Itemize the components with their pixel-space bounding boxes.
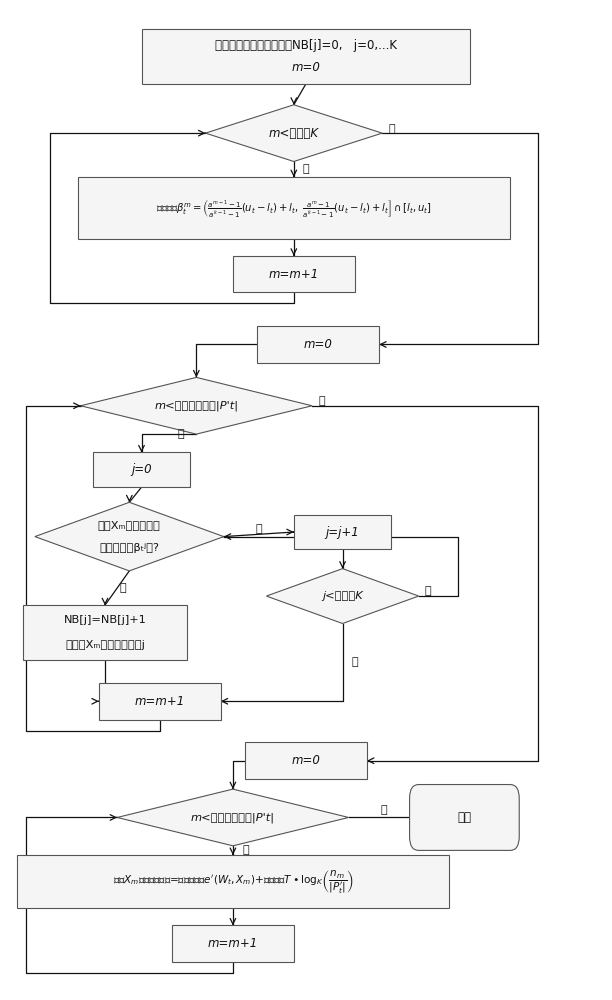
Text: j=0: j=0 (131, 463, 152, 476)
FancyBboxPatch shape (233, 256, 355, 292)
Polygon shape (81, 377, 312, 434)
FancyBboxPatch shape (257, 326, 379, 363)
Polygon shape (35, 502, 224, 571)
Text: 个体Xₘ的相对能量: 个体Xₘ的相对能量 (98, 520, 161, 530)
Text: 令个体Xₘ所在的等级为j: 令个体Xₘ所在的等级为j (65, 640, 145, 650)
Text: m=m+1: m=m+1 (207, 937, 258, 950)
Text: 是: 是 (242, 845, 248, 855)
Text: 否: 否 (381, 805, 387, 815)
FancyBboxPatch shape (93, 452, 190, 487)
Text: m=0: m=0 (291, 61, 321, 74)
Text: 是: 是 (177, 429, 184, 439)
Text: 结束: 结束 (457, 811, 471, 824)
Text: 是: 是 (120, 583, 126, 593)
Text: m<临时种群大小|P't|: m<临时种群大小|P't| (154, 401, 239, 411)
Text: 是否在区间βₜʲ中?: 是否在区间βₜʲ中? (99, 543, 159, 553)
FancyBboxPatch shape (141, 29, 471, 84)
FancyBboxPatch shape (99, 683, 221, 720)
FancyBboxPatch shape (294, 515, 391, 549)
FancyBboxPatch shape (245, 742, 367, 779)
Text: 否: 否 (388, 124, 395, 134)
Text: j=j+1: j=j+1 (326, 526, 359, 539)
Text: m=0: m=0 (291, 754, 321, 767)
Polygon shape (117, 789, 349, 846)
Text: NB[j]=NB[j]+1: NB[j]=NB[j]+1 (64, 615, 146, 625)
Text: m<临时种群大小|P't|: m<临时种群大小|P't| (191, 812, 275, 823)
FancyBboxPatch shape (23, 605, 187, 660)
FancyBboxPatch shape (409, 785, 519, 850)
Text: 否: 否 (255, 524, 262, 534)
Text: m=m+1: m=m+1 (135, 695, 185, 708)
Text: 是: 是 (425, 586, 431, 596)
FancyBboxPatch shape (172, 925, 294, 962)
Polygon shape (266, 569, 419, 624)
Text: m=m+1: m=m+1 (269, 268, 319, 281)
FancyBboxPatch shape (17, 855, 449, 908)
Text: m=0: m=0 (304, 338, 332, 351)
FancyBboxPatch shape (78, 177, 510, 239)
Text: m<等级数K: m<等级数K (269, 127, 319, 140)
Text: 等级区间$\beta_t^m=\left(\frac{a^{m-1}-1}{a^{k-1}-1}(u_t-l_t)+l_t,\ \frac{a^m-1}{a^{: 等级区间$\beta_t^m=\left(\frac{a^{m-1}-1}{a^… (156, 197, 431, 219)
Text: 初始化每个等级个体数量NB[j]=0,   j=0,...K: 初始化每个等级个体数量NB[j]=0, j=0,...K (215, 39, 397, 52)
Text: 否: 否 (318, 396, 325, 406)
Text: 是: 是 (303, 164, 310, 174)
Polygon shape (206, 105, 382, 161)
Text: 个体$X_m$的自由能分量=其相对能量$e'(W_t,X_m)$+当前温度$T\bullet\log_K\!\left(\dfrac{n_m}{|P_t'|}\: 个体$X_m$的自由能分量=其相对能量$e'(W_t,X_m)$+当前温度$T\… (113, 868, 353, 895)
Text: 否: 否 (352, 657, 358, 667)
Text: j<等级数K: j<等级数K (322, 591, 363, 601)
